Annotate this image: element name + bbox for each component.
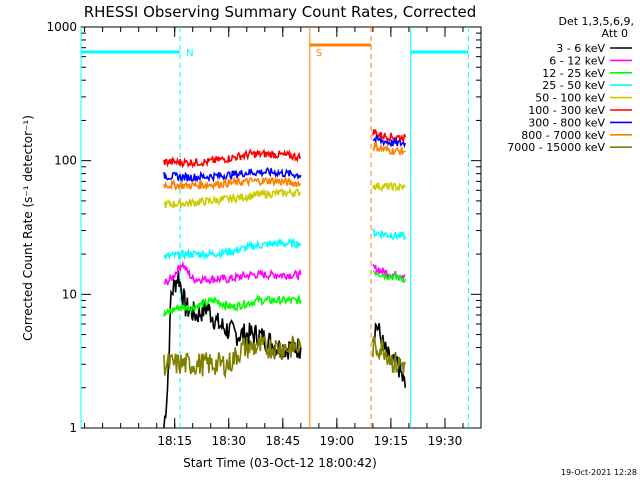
legend-label: 3 - 6 keV bbox=[556, 42, 605, 55]
x-tick-label: 18:45 bbox=[266, 434, 301, 448]
y-tick-label: 100 bbox=[54, 154, 77, 168]
chart-title: RHESSI Observing Summary Count Rates, Co… bbox=[84, 3, 477, 21]
series-line bbox=[372, 134, 407, 149]
series-line bbox=[163, 293, 302, 317]
legend-label: 300 - 800 keV bbox=[528, 116, 605, 129]
series-line bbox=[163, 148, 302, 169]
x-tick-label: 19:15 bbox=[374, 434, 409, 448]
flag-label: N bbox=[186, 48, 193, 59]
x-axis-label: Start Time (03-Oct-12 18:00:42) bbox=[183, 456, 377, 470]
y-axis-label: Corrected Count Rate (s⁻¹ detector⁻¹) bbox=[21, 115, 35, 341]
x-tick-label: 19:00 bbox=[320, 434, 355, 448]
series-line bbox=[163, 186, 302, 209]
legend-header-line-2: Att 0 bbox=[602, 27, 628, 40]
legend-label: 7000 - 15000 keV bbox=[507, 141, 605, 154]
legend-label: 50 - 100 keV bbox=[535, 92, 605, 105]
series-line bbox=[372, 270, 407, 284]
series-line bbox=[163, 237, 302, 261]
legend-header-line-1: Det 1,3,5,6,9, bbox=[558, 15, 634, 28]
plot-frame bbox=[80, 26, 482, 429]
series-line bbox=[163, 334, 302, 380]
legend-label: 12 - 25 keV bbox=[542, 67, 605, 80]
series-line bbox=[372, 228, 407, 241]
legend-label: 800 - 7000 keV bbox=[521, 129, 605, 142]
series-line bbox=[163, 175, 302, 191]
legend-label: 6 - 12 keV bbox=[549, 54, 605, 67]
y-tick-label: 1 bbox=[69, 421, 77, 435]
legend-label: 25 - 50 keV bbox=[542, 79, 605, 92]
legend-label: 100 - 300 keV bbox=[528, 104, 605, 117]
x-tick-label: 18:30 bbox=[211, 434, 246, 448]
plot-area: 1 10 100 1000 18:15 18:30 18:45 19:00 19:15 19:30… bbox=[46, 20, 632, 448]
footer-date: 19-Oct-2021 12:28 bbox=[561, 468, 637, 477]
series-line bbox=[163, 166, 302, 183]
series-line bbox=[372, 181, 406, 193]
y-tick-label: 10 bbox=[62, 287, 77, 301]
flag-label: S bbox=[316, 48, 322, 59]
series-line bbox=[163, 260, 302, 286]
series-line bbox=[372, 336, 407, 374]
x-tick-label: 19:30 bbox=[428, 434, 463, 448]
series-line bbox=[372, 140, 406, 156]
y-tick-label: 1000 bbox=[46, 20, 77, 34]
x-tick-label: 18:15 bbox=[157, 434, 192, 448]
